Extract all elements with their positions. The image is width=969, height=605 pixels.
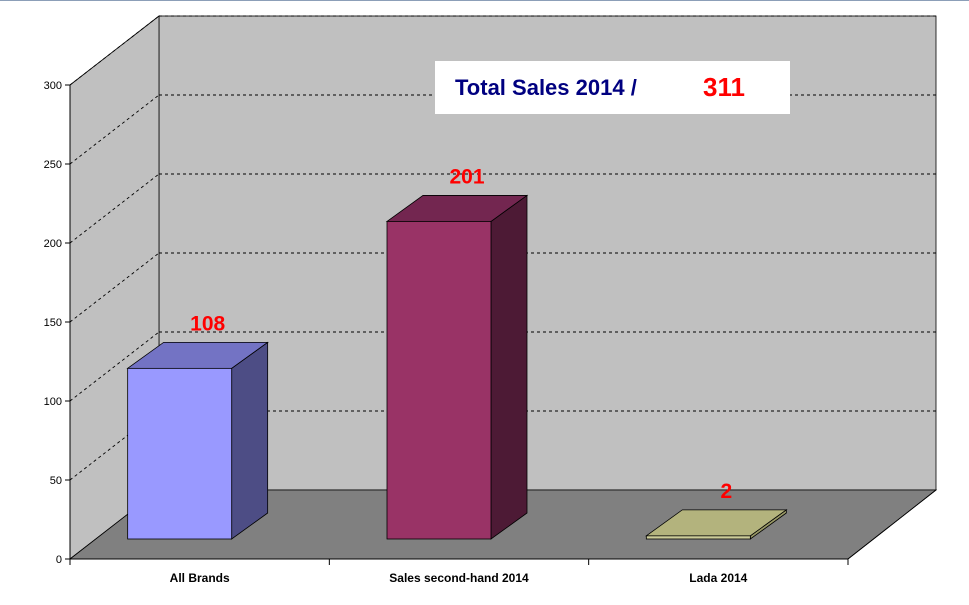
- y-tick-label: 300: [44, 80, 62, 92]
- x-category-label: All Brands: [170, 571, 230, 585]
- x-category-label: Sales second-hand 2014: [389, 571, 529, 585]
- total-sales-value: 311: [703, 72, 745, 102]
- gridline-side: [69, 94, 160, 165]
- y-tick-label: 50: [50, 475, 62, 487]
- bar: [127, 367, 233, 540]
- bar: [386, 221, 492, 540]
- data-label: 2: [720, 480, 732, 503]
- gridline-side: [69, 15, 160, 86]
- gridlines: [69, 15, 936, 481]
- bar-side: [231, 341, 269, 540]
- floor-edge: [847, 489, 937, 560]
- gridline-side: [69, 173, 160, 244]
- x-category-label: Lada 2014: [689, 571, 747, 585]
- data-label: 201: [449, 165, 484, 188]
- y-tick-label: 200: [44, 238, 62, 250]
- y-tick-label: 100: [44, 396, 62, 408]
- gridline-side: [69, 331, 160, 402]
- y-tick-label: 0: [56, 554, 62, 566]
- bars-group: [126, 194, 788, 540]
- axes: 0 50 100 150 200 250 300 All Brands Sales second…: [44, 80, 849, 585]
- total-sales-box-bg: [435, 61, 790, 114]
- bar-side: [490, 194, 528, 540]
- gridline-side: [69, 252, 160, 323]
- data-label: 108: [190, 312, 225, 335]
- labels-group: 108 201 2: [190, 165, 732, 502]
- total-sales-label: Total Sales 2014 /: [455, 75, 637, 100]
- gridline-side: [69, 410, 160, 481]
- y-tick-label: 250: [44, 159, 62, 171]
- y-tick-label: 150: [44, 317, 62, 329]
- total-sales-box: Total Sales 2014 / 311: [435, 61, 790, 114]
- bar: [645, 535, 751, 540]
